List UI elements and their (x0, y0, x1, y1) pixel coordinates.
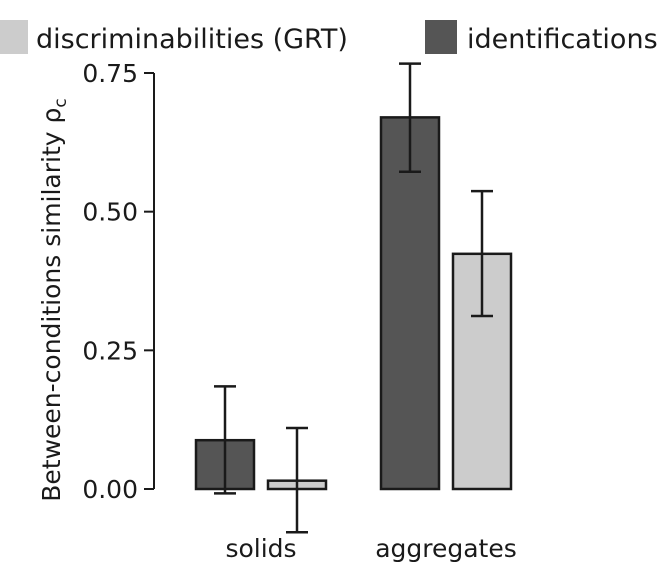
y-axis-title-text: Between-conditions similarity ρ (37, 108, 66, 502)
legend-swatch-discriminabilities (0, 20, 28, 54)
error-bars (214, 62, 493, 534)
y-axis-title-subscript: c (51, 98, 71, 107)
x-category-label-aggregates: aggregates (375, 534, 517, 563)
bar-aggregates-identifications (379, 116, 441, 491)
bars (194, 116, 513, 491)
x-category-label-solids: solids (225, 534, 296, 563)
legend-label-discriminabilities: discriminabilities (GRT) (36, 24, 348, 55)
y-tick-label-1: 0.25 (82, 336, 138, 365)
y-tick-label-0: 0.00 (82, 475, 138, 504)
y-tick-label-2: 0.50 (82, 198, 138, 227)
x-axis-labels: solids aggregates (225, 534, 516, 563)
legend-label-identifications: identifications (467, 24, 658, 55)
y-axis: 0.00 0.25 0.50 0.75 (82, 59, 155, 504)
legend: discriminabilities (GRT) identifications (0, 20, 658, 55)
y-tick-label-3: 0.75 (82, 59, 138, 88)
y-axis-title: Between-conditions similarity ρc (37, 98, 71, 502)
legend-swatch-identifications (425, 20, 457, 54)
